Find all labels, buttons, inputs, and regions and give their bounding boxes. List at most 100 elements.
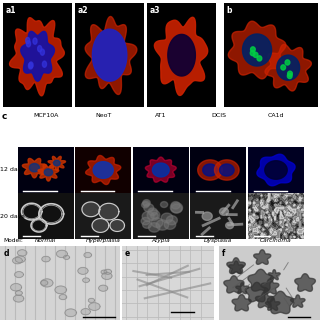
Polygon shape — [151, 218, 163, 228]
Text: Normal: Normal — [35, 238, 56, 243]
Polygon shape — [59, 294, 67, 300]
Polygon shape — [148, 208, 157, 215]
Polygon shape — [104, 269, 112, 274]
Circle shape — [27, 41, 30, 47]
Polygon shape — [168, 35, 195, 76]
Polygon shape — [295, 274, 316, 291]
Text: CA1d: CA1d — [268, 113, 284, 118]
Polygon shape — [110, 220, 124, 231]
Polygon shape — [84, 252, 92, 258]
Polygon shape — [268, 270, 280, 280]
Polygon shape — [101, 270, 107, 274]
Circle shape — [288, 71, 292, 76]
Polygon shape — [148, 223, 160, 232]
Polygon shape — [291, 295, 305, 307]
Text: Model:: Model: — [3, 238, 23, 243]
Polygon shape — [65, 309, 76, 317]
Polygon shape — [147, 210, 160, 220]
Text: NeoT: NeoT — [95, 113, 111, 118]
Text: a3: a3 — [149, 6, 160, 15]
Circle shape — [257, 56, 262, 61]
Polygon shape — [88, 298, 95, 302]
Polygon shape — [42, 256, 50, 262]
Polygon shape — [226, 222, 234, 229]
Polygon shape — [15, 272, 23, 277]
Polygon shape — [141, 217, 150, 225]
Text: Dysplasia: Dysplasia — [204, 238, 233, 243]
Polygon shape — [82, 202, 100, 217]
Text: c: c — [1, 112, 7, 121]
Polygon shape — [142, 212, 154, 221]
Polygon shape — [143, 200, 150, 206]
Circle shape — [287, 73, 292, 79]
Text: b: b — [227, 6, 232, 15]
Polygon shape — [41, 280, 48, 285]
Polygon shape — [44, 169, 52, 176]
Polygon shape — [143, 201, 149, 207]
Polygon shape — [53, 160, 60, 166]
Polygon shape — [55, 286, 67, 294]
Polygon shape — [22, 158, 46, 178]
Polygon shape — [154, 17, 208, 95]
Text: d: d — [4, 249, 9, 258]
Polygon shape — [261, 279, 279, 294]
Polygon shape — [170, 203, 182, 213]
Polygon shape — [141, 202, 149, 208]
Text: a1: a1 — [5, 6, 16, 15]
Polygon shape — [152, 163, 169, 177]
Polygon shape — [85, 16, 137, 94]
Polygon shape — [151, 212, 158, 219]
Polygon shape — [224, 276, 244, 293]
Polygon shape — [198, 160, 222, 180]
Circle shape — [28, 63, 33, 69]
Polygon shape — [145, 157, 176, 182]
Polygon shape — [12, 257, 22, 264]
Polygon shape — [232, 294, 251, 311]
Polygon shape — [166, 216, 177, 225]
Polygon shape — [220, 164, 234, 176]
Text: 12 days: 12 days — [0, 167, 25, 172]
Polygon shape — [266, 298, 280, 310]
Text: DCIS: DCIS — [211, 113, 226, 118]
Polygon shape — [38, 164, 59, 181]
Polygon shape — [202, 212, 212, 220]
Polygon shape — [63, 255, 69, 260]
Polygon shape — [83, 278, 90, 283]
Polygon shape — [243, 34, 272, 66]
Polygon shape — [229, 261, 244, 274]
Polygon shape — [228, 21, 286, 79]
Polygon shape — [248, 269, 274, 291]
Polygon shape — [92, 29, 127, 81]
Polygon shape — [86, 156, 121, 185]
Text: e: e — [124, 249, 130, 258]
Text: Carcinoma: Carcinoma — [260, 238, 292, 243]
Polygon shape — [227, 258, 245, 274]
Polygon shape — [13, 295, 24, 302]
Circle shape — [285, 60, 290, 65]
Polygon shape — [277, 55, 300, 80]
Text: a2: a2 — [77, 6, 88, 15]
Circle shape — [26, 37, 30, 44]
Polygon shape — [143, 221, 151, 228]
Polygon shape — [89, 303, 100, 310]
Polygon shape — [78, 268, 88, 274]
Polygon shape — [41, 279, 53, 287]
Polygon shape — [265, 44, 311, 91]
Polygon shape — [81, 308, 90, 315]
Polygon shape — [254, 250, 271, 264]
Polygon shape — [265, 161, 287, 179]
Polygon shape — [257, 154, 295, 186]
Text: AT1: AT1 — [155, 113, 166, 118]
Circle shape — [33, 38, 37, 44]
Polygon shape — [236, 283, 249, 294]
Polygon shape — [214, 160, 239, 180]
Polygon shape — [99, 203, 119, 220]
Polygon shape — [21, 31, 54, 81]
Polygon shape — [18, 250, 27, 256]
Circle shape — [251, 47, 255, 52]
Text: MCF10A: MCF10A — [33, 113, 58, 118]
Polygon shape — [144, 204, 154, 212]
Polygon shape — [15, 291, 22, 295]
Polygon shape — [255, 292, 274, 308]
Polygon shape — [245, 282, 268, 302]
